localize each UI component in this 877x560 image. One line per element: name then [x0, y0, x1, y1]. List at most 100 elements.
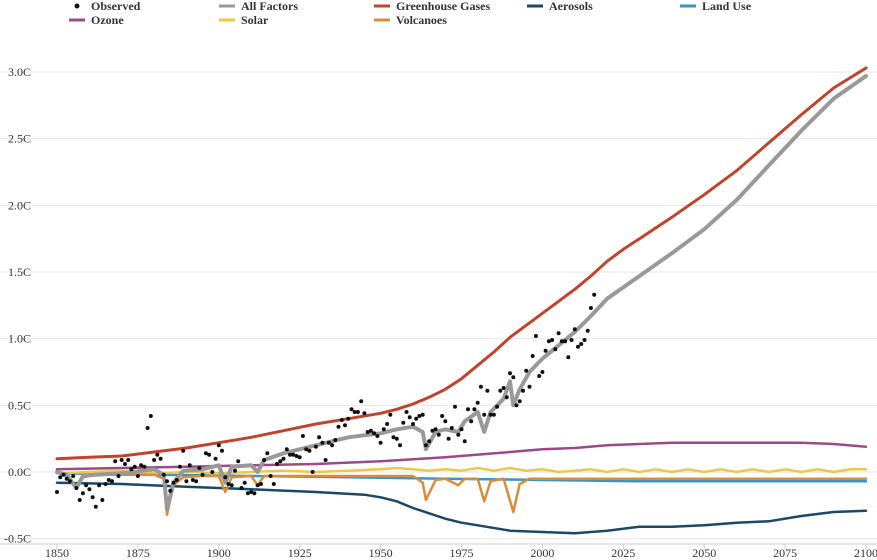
observed-point — [258, 482, 263, 486]
observed-point — [178, 464, 182, 469]
observed-point — [155, 452, 160, 457]
observed-point — [585, 328, 590, 333]
observed-point — [291, 452, 296, 457]
observed-point — [368, 428, 373, 433]
observed-point — [213, 456, 218, 461]
observed-point — [407, 415, 412, 420]
observed-point — [349, 407, 354, 412]
observed-point — [404, 410, 409, 414]
observed-point — [472, 407, 477, 412]
observed-point — [423, 443, 428, 448]
y-tick-label: -0.5C — [4, 532, 31, 546]
x-tick-label: 2050 — [692, 546, 716, 560]
observed-point — [77, 498, 82, 502]
observed-point — [113, 459, 118, 464]
x-tick-label: 2025 — [611, 546, 635, 560]
observed-point — [323, 458, 328, 462]
x-tick-label: 2100 — [854, 546, 877, 560]
observed-point — [352, 410, 357, 414]
observed-point — [537, 374, 542, 378]
observed-point — [106, 478, 111, 482]
y-tick-label: 3.0C — [8, 65, 31, 79]
observed-point — [171, 480, 176, 485]
observed-point — [145, 426, 150, 430]
observed-points — [55, 292, 597, 509]
observed-point — [129, 467, 134, 472]
observed-point — [372, 431, 377, 436]
observed-point — [427, 439, 432, 444]
observed-point — [588, 306, 593, 310]
observed-point — [229, 483, 234, 488]
observed-point — [511, 375, 516, 380]
observed-point — [197, 466, 202, 470]
legend-label-ozone: Ozone — [91, 13, 124, 27]
observed-point — [543, 348, 548, 353]
observed-point — [210, 470, 215, 474]
observed-point — [71, 474, 76, 478]
legend-label-volcanoes: Volcanoes — [396, 13, 447, 27]
observed-point — [93, 504, 98, 509]
observed-point — [233, 468, 237, 473]
x-tick-label: 1950 — [369, 546, 393, 560]
observed-point — [165, 479, 169, 484]
observed-point — [563, 339, 568, 344]
observed-point — [110, 479, 114, 484]
observed-point — [385, 422, 390, 426]
observed-point — [498, 388, 503, 393]
observed-point — [255, 483, 260, 488]
observed-point — [310, 470, 315, 474]
observed-point — [559, 339, 564, 344]
legend-label-land-use: Land Use — [702, 0, 752, 13]
observed-point — [514, 403, 519, 408]
observed-point — [245, 491, 250, 496]
observed-point — [582, 338, 587, 342]
observed-point — [236, 459, 241, 464]
observed-point — [401, 420, 406, 425]
observed-point — [330, 443, 335, 448]
observed-point — [265, 451, 270, 456]
observed-point — [462, 439, 467, 444]
observed-point — [313, 444, 318, 449]
observed-point — [152, 458, 157, 462]
observed-point — [540, 370, 545, 374]
observed-point — [466, 407, 470, 412]
observed-point — [378, 440, 383, 445]
observed-point — [55, 490, 59, 494]
observed-point — [126, 458, 131, 462]
observed-point — [359, 399, 364, 404]
observed-point — [501, 386, 506, 390]
observed-point — [530, 354, 535, 358]
observed-point — [58, 475, 63, 480]
observed-point — [216, 443, 221, 448]
y-tick-label: 1.5C — [8, 265, 31, 279]
observed-point — [533, 334, 538, 338]
y-tick-label: 1.0C — [8, 332, 31, 346]
observed-point — [430, 428, 435, 433]
x-tick-label: 2075 — [773, 546, 797, 560]
series-line-ozone — [55, 441, 868, 471]
observed-point — [388, 412, 393, 417]
observed-point — [417, 414, 422, 418]
y-tick-label: 0.0C — [8, 465, 31, 479]
observed-point — [320, 440, 325, 445]
legend-label-aerosols: Aerosols — [549, 0, 593, 13]
observed-point — [343, 423, 347, 428]
y-tick-label: 0.5C — [8, 398, 31, 412]
observed-point — [433, 427, 438, 432]
observed-point — [469, 419, 474, 424]
observed-point — [74, 486, 79, 490]
observed-point — [394, 436, 399, 441]
observed-point — [84, 483, 89, 488]
observed-point — [365, 430, 370, 434]
observed-point — [362, 411, 367, 416]
y-tick-label: 2.5C — [8, 132, 31, 146]
observed-point — [252, 491, 257, 496]
observed-point — [132, 464, 137, 469]
observed-point — [553, 347, 558, 352]
observed-point — [242, 480, 247, 485]
observed-point — [488, 412, 493, 417]
observed-point — [524, 368, 529, 373]
observed-point — [271, 482, 276, 486]
observed-point — [446, 436, 451, 441]
x-tick-label: 1925 — [288, 546, 312, 560]
